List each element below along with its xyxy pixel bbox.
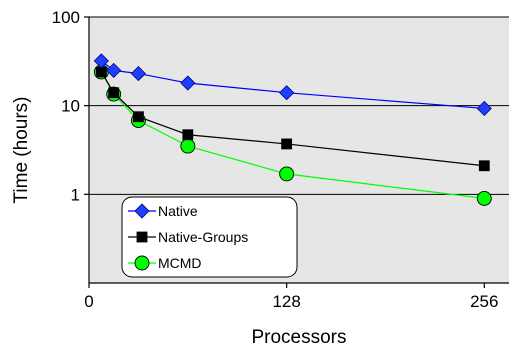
x-tick-label: 256 <box>470 292 498 311</box>
legend-item-native-groups: Native-Groups <box>128 229 248 245</box>
data-point-native-groups <box>95 66 107 78</box>
series-native <box>93 53 492 117</box>
series-native-groups <box>95 66 490 172</box>
legend-label: MCMD <box>158 255 202 271</box>
x-axis-title: Processors <box>251 327 346 348</box>
legend-item-native: Native <box>128 203 198 219</box>
data-point-mcmd <box>180 138 196 154</box>
legend-label: Native-Groups <box>158 229 248 245</box>
x-tick-label: 128 <box>272 292 300 311</box>
y-tick-label: 1 <box>71 185 80 204</box>
data-point-native <box>93 53 109 69</box>
legend-label: Native <box>158 203 198 219</box>
tick-labels: 1 10 100 0 128 256 <box>52 8 499 311</box>
y-tick-label: 10 <box>61 97 80 116</box>
series-layer <box>93 53 492 206</box>
x-tick-label: 0 <box>84 292 93 311</box>
data-point-mcmd <box>476 190 492 206</box>
data-point-native-groups <box>478 160 490 172</box>
data-point-native <box>106 62 122 78</box>
legend-marker <box>134 203 150 219</box>
data-point-native-groups <box>133 111 144 123</box>
data-point-native <box>476 100 492 117</box>
legend: Native Native-Groups MCMD <box>121 196 298 278</box>
data-point-native-groups <box>281 138 293 150</box>
legend-box <box>121 196 298 278</box>
y-tick-label: 100 <box>52 8 80 27</box>
y-axis-title: Time (hours) <box>11 97 32 204</box>
data-point-native <box>130 66 146 82</box>
data-point-native-groups <box>108 87 120 99</box>
data-point-native <box>180 75 196 91</box>
legend-item-mcmd: MCMD <box>128 255 202 271</box>
data-point-mcmd <box>279 166 295 182</box>
gridlines <box>89 16 509 195</box>
legend-marker <box>136 231 148 243</box>
axes <box>84 16 509 288</box>
data-point-native-groups <box>182 129 194 141</box>
legend-marker <box>134 255 150 271</box>
data-point-native <box>279 85 295 101</box>
